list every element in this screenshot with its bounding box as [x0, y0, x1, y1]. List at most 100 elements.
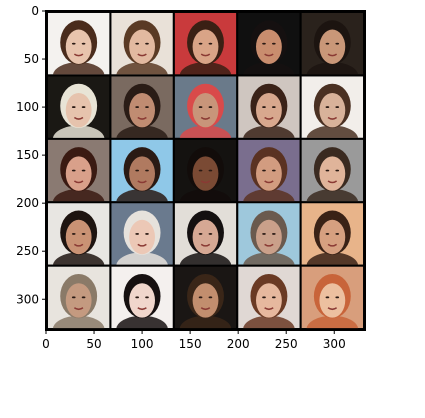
- eye: [198, 42, 203, 45]
- axes-frame: [45, 10, 366, 331]
- eye: [145, 106, 149, 109]
- eye: [271, 42, 276, 45]
- face-tile: [301, 12, 364, 75]
- eye: [145, 169, 149, 172]
- shoulders: [243, 125, 295, 138]
- face-tile: [174, 139, 237, 202]
- eye: [325, 106, 330, 109]
- face: [192, 219, 219, 255]
- face: [65, 283, 92, 318]
- shoulders: [52, 188, 105, 202]
- face-tile: [301, 76, 364, 138]
- eye: [262, 232, 266, 235]
- eye: [208, 296, 213, 299]
- mouth: [327, 116, 338, 120]
- eye: [71, 296, 76, 299]
- face-tile: [47, 76, 110, 138]
- face-tile: [47, 266, 110, 329]
- face: [192, 156, 219, 191]
- mouth: [73, 243, 84, 247]
- eye: [81, 232, 86, 235]
- shoulders: [306, 315, 359, 329]
- shoulders: [179, 62, 232, 75]
- shoulders: [52, 125, 105, 138]
- face-tile: [301, 203, 364, 265]
- eye: [198, 232, 203, 235]
- x-tick-label: 300: [323, 337, 346, 351]
- face: [129, 92, 155, 128]
- x-tick-label: 100: [131, 337, 154, 351]
- face: [256, 156, 282, 191]
- face: [192, 283, 219, 318]
- x-tick-label: 0: [42, 337, 50, 351]
- face: [192, 29, 219, 64]
- eye: [81, 169, 86, 172]
- eye: [71, 169, 76, 172]
- mouth: [264, 116, 274, 120]
- eye: [335, 232, 340, 235]
- face-tile: [174, 12, 237, 75]
- face-tile: [47, 203, 110, 265]
- eye: [81, 296, 86, 299]
- shoulders: [52, 315, 105, 329]
- eye: [262, 169, 266, 172]
- eye: [135, 296, 140, 299]
- eye: [325, 296, 330, 299]
- mouth: [200, 307, 211, 311]
- mouth: [73, 53, 84, 57]
- y-tick-label: 250: [16, 244, 39, 258]
- eye: [262, 296, 266, 299]
- y-tick-label: 150: [16, 148, 39, 162]
- mouth: [200, 180, 211, 184]
- face-tile: [111, 266, 173, 329]
- mouth: [73, 307, 84, 311]
- face-tile: [238, 12, 300, 75]
- eye: [198, 296, 203, 299]
- eye: [335, 42, 340, 45]
- face-tile: [301, 266, 364, 329]
- eye: [335, 106, 340, 109]
- face: [192, 92, 219, 128]
- shoulders: [306, 125, 359, 138]
- face: [129, 156, 155, 191]
- eye: [145, 232, 149, 235]
- face-tile: [174, 203, 237, 265]
- mouth: [137, 53, 147, 57]
- y-tick-label: 100: [16, 100, 39, 114]
- mouth: [137, 116, 147, 120]
- mouth: [200, 116, 211, 120]
- shoulders: [52, 252, 105, 265]
- x-tick-label: 250: [275, 337, 298, 351]
- eye: [135, 232, 140, 235]
- eye: [262, 106, 266, 109]
- face: [65, 219, 92, 255]
- y-tick-label: 50: [24, 52, 39, 66]
- face-tile: [174, 266, 237, 329]
- face-tile: [111, 76, 173, 138]
- mouth: [264, 307, 274, 311]
- mouth: [327, 180, 338, 184]
- face: [319, 156, 346, 191]
- shoulders: [179, 252, 232, 265]
- face: [256, 29, 282, 64]
- face-tile: [111, 139, 173, 202]
- face: [319, 219, 346, 255]
- mouth: [137, 180, 147, 184]
- shoulders: [243, 315, 295, 329]
- mouth: [137, 243, 147, 247]
- shoulders: [306, 62, 359, 75]
- mouth: [327, 307, 338, 311]
- face-tile: [238, 139, 300, 202]
- shoulders: [179, 188, 232, 202]
- face: [256, 92, 282, 128]
- x-axis: 0 50 100 150 200 250 300: [42, 330, 346, 351]
- face-tile: [111, 203, 173, 265]
- mouth: [264, 180, 274, 184]
- face: [256, 283, 282, 318]
- mouth: [264, 243, 274, 247]
- eye: [335, 296, 340, 299]
- shoulders: [116, 188, 168, 202]
- shoulders: [243, 252, 295, 265]
- eye: [81, 42, 86, 45]
